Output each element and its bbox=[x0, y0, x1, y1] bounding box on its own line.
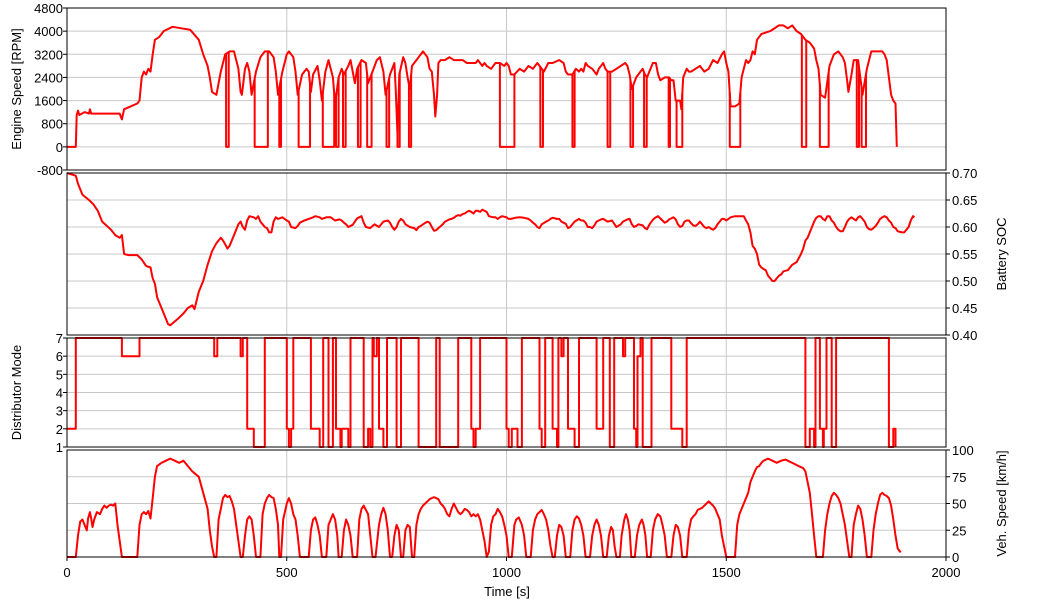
y-tick-label: 4800 bbox=[34, 1, 63, 16]
series-zero-segment bbox=[539, 67, 544, 148]
series-zero-segment bbox=[498, 62, 516, 148]
panel-2: 0.40 0.45 0.50 0.55 0.60 0.65 0.70 Battery SOC bbox=[66, 166, 1009, 343]
series-zero-segment bbox=[225, 51, 230, 148]
y-tick-label: 4000 bbox=[34, 24, 63, 39]
y-tick-label: 0.45 bbox=[952, 301, 977, 316]
y-tick-label: 0.50 bbox=[952, 274, 977, 289]
series-zero-segment bbox=[253, 51, 269, 148]
y-axis-label: Distributor Mode bbox=[9, 345, 24, 440]
y-tick-label: 800 bbox=[41, 117, 63, 132]
series-zero-segment bbox=[571, 70, 576, 148]
y-tick-label: 1 bbox=[56, 440, 63, 455]
x-tick-label: 1000 bbox=[492, 565, 521, 580]
panel-3: 1 2 3 4 5 6 7 Distributor Mode bbox=[9, 331, 947, 455]
series-zero-segment bbox=[860, 73, 868, 148]
y-tick-label: 2 bbox=[56, 422, 63, 437]
panel-1: -800 0 800 1600 2400 3200 4000 4800 Engine Speed… bbox=[9, 1, 947, 178]
y-tick-label: 75 bbox=[952, 470, 966, 485]
y-tick-label: -800 bbox=[37, 163, 63, 178]
series-zero-segment bbox=[356, 61, 362, 148]
series-line bbox=[66, 172, 916, 327]
series-zero-segment bbox=[606, 71, 612, 148]
x-axis-label: Time [s] bbox=[484, 584, 530, 599]
series-zero-segment bbox=[342, 71, 347, 148]
y-tick-label: 50 bbox=[952, 497, 966, 512]
chart-panels: -800 0 800 1600 2400 3200 4000 4800 Engine Speed… bbox=[9, 1, 1009, 565]
x-tick-label: 1500 bbox=[712, 565, 741, 580]
series-zero-segment bbox=[675, 93, 684, 148]
series-zero-segment bbox=[385, 78, 391, 148]
y-tick-label: 5 bbox=[56, 367, 63, 382]
y-axis-label: Veh. Speed [km/h] bbox=[994, 450, 1009, 556]
series-zero-segment bbox=[800, 35, 808, 148]
series-zero-segment bbox=[667, 77, 671, 148]
series-zero-segment bbox=[366, 73, 373, 148]
series-zero-segment bbox=[297, 83, 312, 148]
series-line bbox=[67, 24, 898, 148]
x-axis: Time [s] 0 500 1000 1500 2000 bbox=[63, 557, 960, 599]
series-zero-segment bbox=[855, 60, 860, 148]
y-tick-label: 0.60 bbox=[952, 220, 977, 235]
y-tick-label: 3200 bbox=[34, 47, 63, 62]
series-zero-segment bbox=[407, 75, 413, 148]
y-tick-label: 0.40 bbox=[952, 328, 977, 343]
series-zero-segment bbox=[629, 80, 635, 148]
y-tick-label: 0.55 bbox=[952, 247, 977, 262]
y-tick-label: 100 bbox=[952, 443, 974, 458]
y-tick-label: 3 bbox=[56, 404, 63, 419]
x-tick-label: 0 bbox=[63, 565, 70, 580]
y-tick-label: 0 bbox=[56, 140, 63, 155]
series-line bbox=[67, 457, 902, 558]
y-tick-label: 0.70 bbox=[952, 166, 977, 181]
x-tick-label: 500 bbox=[276, 565, 298, 580]
y-tick-label: 6 bbox=[56, 349, 63, 364]
y-tick-label: 1600 bbox=[34, 94, 63, 109]
x-tick-label: 2000 bbox=[932, 565, 961, 580]
series-zero-segment bbox=[396, 72, 401, 148]
panel-4: 0 25 50 75 100 Veh. Speed [km/h] bbox=[66, 443, 1009, 565]
y-tick-label: 25 bbox=[952, 523, 966, 538]
y-axis-label: Battery SOC bbox=[994, 218, 1009, 291]
y-tick-label: 0 bbox=[952, 550, 959, 565]
series-zero-segment bbox=[278, 78, 283, 148]
series-zero-segment bbox=[321, 93, 336, 148]
panel-frame bbox=[66, 7, 947, 171]
series-zero-segment bbox=[728, 92, 742, 148]
y-tick-label: 7 bbox=[56, 331, 63, 346]
y-tick-label: 4 bbox=[56, 386, 63, 401]
series-zero-segment bbox=[643, 72, 648, 148]
series-zero-segment bbox=[334, 77, 340, 148]
series-zero-segment bbox=[818, 72, 830, 148]
y-axis-label: Engine Speed [RPM] bbox=[9, 28, 24, 149]
y-tick-label: 2400 bbox=[34, 70, 63, 85]
y-tick-label: 0.65 bbox=[952, 193, 977, 208]
